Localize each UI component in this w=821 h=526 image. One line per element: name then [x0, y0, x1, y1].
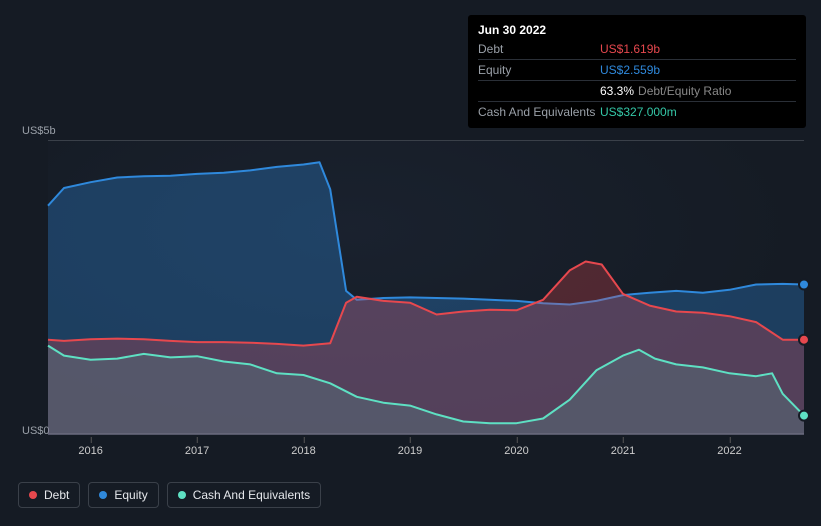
- legend-item-debt[interactable]: Debt: [18, 482, 80, 508]
- tooltip-row-value: US$1.619b: [600, 42, 660, 56]
- x-tick: 2020: [504, 445, 528, 457]
- y-axis-bottom-label: US$0: [22, 425, 50, 437]
- tooltip-row-label: Equity: [478, 63, 600, 77]
- x-tick: 2021: [611, 445, 635, 457]
- x-tick: 2022: [717, 445, 741, 457]
- legend-item-cash-and-equivalents[interactable]: Cash And Equivalents: [167, 482, 321, 508]
- tooltip-rows: DebtUS$1.619bEquityUS$2.559b63.3%Debt/Eq…: [478, 39, 796, 122]
- plot-area[interactable]: [48, 140, 804, 434]
- tooltip-row-value: US$2.559b: [600, 63, 660, 77]
- y-axis-top-label: US$5b: [22, 125, 56, 137]
- tooltip-row-extra: Debt/Equity Ratio: [638, 84, 731, 98]
- tooltip-row: EquityUS$2.559b: [478, 59, 796, 80]
- tooltip-row-label: Debt: [478, 42, 600, 56]
- tooltip-row: Cash And EquivalentsUS$327.000m: [478, 101, 796, 122]
- chart-container: US$5b US$0 2016 2017 2018 2019 2020 2021 2022: [18, 125, 804, 505]
- tooltip-panel: Jun 30 2022 DebtUS$1.619bEquityUS$2.559b…: [468, 15, 806, 128]
- x-axis: 2016 2017 2018 2019 2020 2021 2022: [48, 437, 804, 467]
- legend-label: Debt: [44, 488, 69, 502]
- tooltip-row-value: 63.3%: [600, 84, 634, 98]
- x-tick: 2017: [185, 445, 209, 457]
- legend-dot: [29, 491, 37, 499]
- tooltip-date: Jun 30 2022: [478, 21, 796, 39]
- legend-dot: [178, 491, 186, 499]
- x-tick: 2019: [398, 445, 422, 457]
- legend-label: Cash And Equivalents: [193, 488, 310, 502]
- tooltip-row: DebtUS$1.619b: [478, 39, 796, 59]
- end-marker: [799, 411, 809, 421]
- tooltip-row: 63.3% Debt/Equity Ratio: [478, 80, 796, 101]
- x-tick: 2016: [78, 445, 102, 457]
- end-marker: [799, 335, 809, 345]
- legend-item-equity[interactable]: Equity: [88, 482, 158, 508]
- tooltip-row-value: US$327.000m: [600, 105, 677, 119]
- legend: Debt Equity Cash And Equivalents: [18, 482, 321, 508]
- legend-dot: [99, 491, 107, 499]
- legend-label: Equity: [114, 488, 147, 502]
- end-marker: [799, 280, 809, 290]
- tooltip-row-label: [478, 84, 600, 98]
- tooltip-row-label: Cash And Equivalents: [478, 105, 600, 119]
- x-tick: 2018: [291, 445, 315, 457]
